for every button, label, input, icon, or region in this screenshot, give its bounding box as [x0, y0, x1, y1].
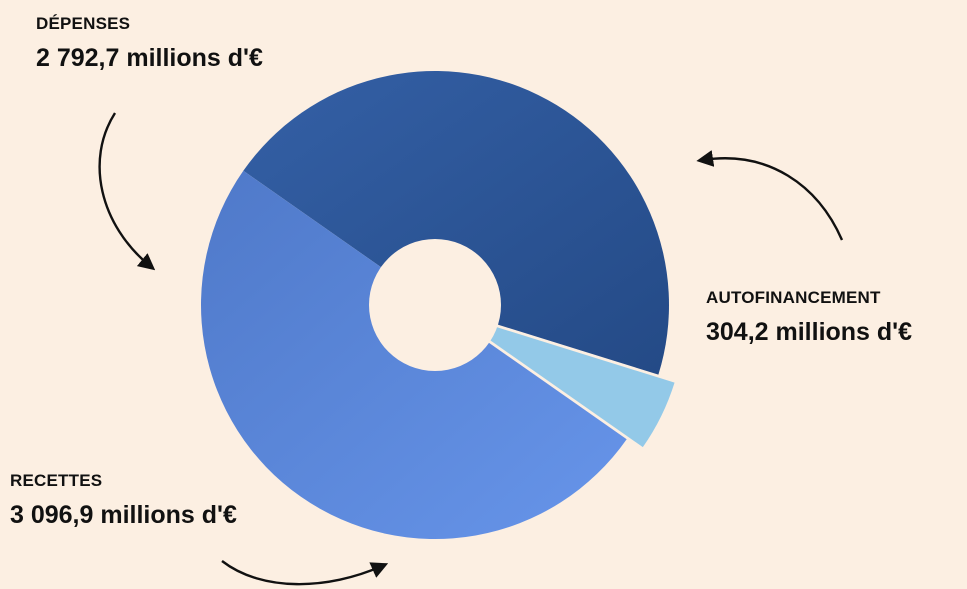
- depenses-slice: [243, 71, 669, 375]
- recettes-title: RECETTES: [10, 471, 103, 490]
- autofinancement-value: 304,2 millions d'€: [706, 318, 913, 346]
- recettes-arrow: [221, 560, 389, 586]
- depenses-value: 2 792,7 millions d'€: [36, 44, 263, 72]
- autofinancement-arrow: [696, 150, 844, 241]
- depenses-title: DÉPENSES: [36, 14, 131, 33]
- autofinancement-title: AUTOFINANCEMENT: [706, 288, 881, 307]
- depenses-label: DÉPENSES 2 792,7 millions d'€: [36, 14, 263, 73]
- recettes-label: RECETTES 3 096,9 millions d'€: [10, 471, 237, 530]
- autofinancement-label: AUTOFINANCEMENT 304,2 millions d'€: [706, 288, 912, 347]
- autofinancement-slice: [451, 312, 675, 448]
- depenses-arrow: [98, 112, 156, 271]
- recettes-value: 3 096,9 millions d'€: [10, 501, 237, 529]
- donut-hole: [369, 239, 501, 371]
